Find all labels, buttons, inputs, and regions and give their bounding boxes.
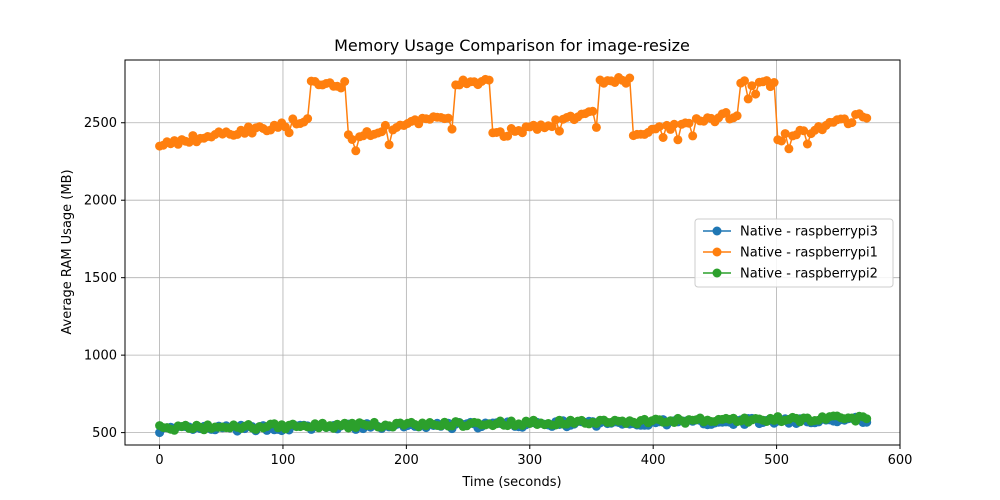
x-tick-label: 400 bbox=[641, 453, 666, 468]
data-point bbox=[340, 77, 350, 86]
legend-marker bbox=[712, 247, 722, 257]
data-point bbox=[732, 111, 742, 121]
legend-label: Native - raspberrypi1 bbox=[740, 246, 878, 261]
series-2 bbox=[155, 73, 872, 156]
data-point bbox=[547, 122, 557, 132]
plot-frame bbox=[124, 59, 901, 446]
x-tick-label: 200 bbox=[394, 453, 419, 468]
data-point bbox=[847, 118, 857, 128]
series-layer bbox=[155, 73, 872, 438]
data-point bbox=[503, 131, 513, 141]
data-point bbox=[751, 89, 761, 99]
x-tick-label: 300 bbox=[517, 453, 542, 468]
data-point bbox=[658, 133, 668, 142]
data-point bbox=[740, 76, 749, 86]
data-point bbox=[384, 140, 394, 150]
data-point bbox=[688, 131, 698, 141]
legend-marker bbox=[712, 226, 722, 236]
legend-item: Native - raspberrypi3 bbox=[703, 225, 878, 240]
data-point bbox=[484, 75, 494, 85]
data-point bbox=[802, 139, 812, 149]
data-point bbox=[303, 114, 313, 124]
data-point bbox=[591, 122, 601, 132]
data-point bbox=[654, 122, 664, 132]
x-tick-label: 500 bbox=[764, 453, 789, 468]
x-tick-label: 0 bbox=[155, 453, 163, 468]
y-axis-label: Average RAM Usage (MB) bbox=[60, 169, 75, 334]
y-tick-label: 1500 bbox=[84, 271, 117, 286]
y-tick-label: 2500 bbox=[84, 116, 117, 131]
x-tick-label: 100 bbox=[271, 453, 296, 468]
x-tick-label: 600 bbox=[888, 453, 913, 468]
legend-item: Native - raspberrypi1 bbox=[703, 246, 878, 261]
data-point bbox=[862, 414, 872, 424]
y-tick-label: 1000 bbox=[84, 349, 117, 364]
data-point bbox=[284, 128, 294, 138]
legend-label: Native - raspberrypi3 bbox=[740, 225, 878, 240]
data-point bbox=[743, 94, 753, 104]
x-axis-label: Time (seconds) bbox=[461, 475, 561, 490]
data-point bbox=[447, 124, 457, 134]
data-point bbox=[777, 136, 786, 146]
data-point bbox=[747, 81, 757, 91]
y-tick-label: 500 bbox=[92, 426, 117, 441]
legend-label: Native - raspberrypi2 bbox=[740, 267, 878, 282]
data-point bbox=[588, 106, 598, 116]
data-point bbox=[669, 119, 679, 129]
data-point bbox=[443, 113, 453, 123]
data-point bbox=[351, 146, 361, 156]
data-point bbox=[784, 144, 794, 154]
ticks: 0 100 200 300 400 500 600 500 1000 1500 2000 2500 bbox=[84, 116, 913, 468]
series-3 bbox=[155, 411, 872, 435]
data-point bbox=[799, 126, 809, 136]
data-point bbox=[347, 135, 357, 144]
data-point bbox=[684, 118, 694, 128]
data-point bbox=[780, 129, 790, 139]
legend-marker bbox=[712, 268, 722, 278]
data-point bbox=[554, 126, 564, 136]
y-tick-label: 2000 bbox=[84, 194, 117, 209]
data-point bbox=[551, 115, 561, 125]
data-point bbox=[380, 120, 390, 130]
data-point bbox=[625, 73, 635, 83]
data-point bbox=[184, 137, 194, 147]
data-point bbox=[862, 113, 872, 123]
legend: Native - raspberrypi3 Native - raspberryp… bbox=[694, 218, 894, 288]
data-point bbox=[673, 135, 683, 145]
legend-box bbox=[694, 218, 894, 288]
data-point bbox=[769, 78, 779, 87]
chart-title: Memory Usage Comparison for image-resize bbox=[334, 36, 690, 55]
legend-item: Native - raspberrypi2 bbox=[703, 267, 878, 282]
